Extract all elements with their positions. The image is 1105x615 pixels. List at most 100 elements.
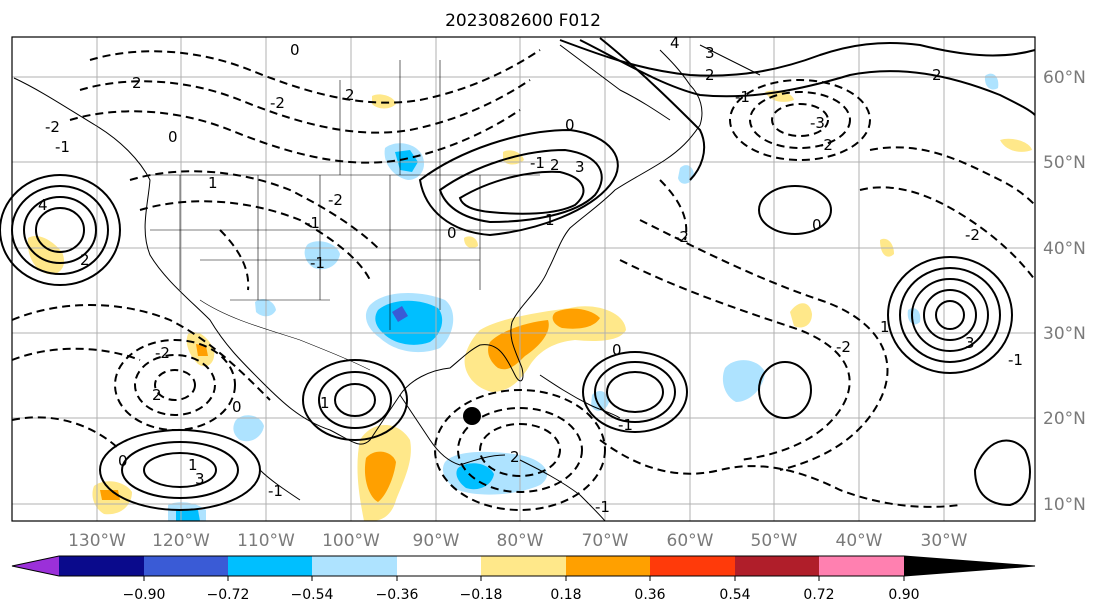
contour-label: 3 xyxy=(705,44,715,62)
contour-label: 2 xyxy=(80,251,90,269)
contour-label: -2 xyxy=(674,228,689,246)
colorbar-tick-label: 0.90 xyxy=(888,587,919,603)
pacific-islands xyxy=(259,469,301,501)
colorbar-extend-low xyxy=(12,556,59,576)
map-title: 2023082600 F012 xyxy=(445,11,601,31)
colorbar-tick-label: −0.36 xyxy=(376,587,419,603)
contour-north-band-2 xyxy=(579,39,1036,116)
positive-anomaly-mexico xyxy=(364,451,396,502)
contour-ring-mexico-1 xyxy=(302,359,408,441)
contour-label: -2 xyxy=(965,226,980,244)
contour-label: -1 xyxy=(305,214,320,232)
contour-label: 1 xyxy=(880,318,890,336)
contour-ring-mexico-3 xyxy=(334,383,376,417)
contour-label: 0 xyxy=(168,128,178,146)
canada-province-lines xyxy=(339,60,441,175)
longitude-label: 30°W xyxy=(921,531,968,551)
contour-label: 2 xyxy=(152,386,162,404)
longitude-label: 130°W xyxy=(68,531,126,551)
colorbar-segment xyxy=(481,556,566,576)
contour-ring-atlantic-1 xyxy=(582,351,688,433)
negative-anomaly-caribbean xyxy=(456,463,494,490)
contour-dashed-caribbean-3 xyxy=(479,423,561,477)
map-frame xyxy=(11,36,1036,522)
positive-anomaly-east-coast-small xyxy=(464,236,478,248)
contour-ring-east-atlantic-4 xyxy=(923,289,977,341)
contour-label: -2 xyxy=(836,338,851,356)
colorbar-segment xyxy=(144,556,228,576)
contour-ring-west-coast-4 xyxy=(35,207,85,253)
contour-label: 0 xyxy=(118,452,128,470)
contour-label: -2 xyxy=(155,344,170,362)
contour-ring-west-coast-3 xyxy=(23,196,97,264)
colorbar-segment xyxy=(397,556,481,576)
contour-label: -2 xyxy=(45,118,60,136)
colorbar-segment xyxy=(59,556,144,576)
contour-dashed-baja-2 xyxy=(134,354,216,416)
colorbar-tick-label: 0.36 xyxy=(634,587,665,603)
contour-jet-north-2 xyxy=(438,148,603,224)
contour-dashed-plains-2 xyxy=(139,200,371,281)
colorbar-outline xyxy=(11,555,1036,577)
longitude-label: 50°W xyxy=(751,531,798,551)
contour-label: 3 xyxy=(965,334,975,352)
longitude-label: 120°W xyxy=(152,531,210,551)
contour-dashed-newfoundland xyxy=(659,179,688,241)
contour-ring-atlantic-3 xyxy=(606,371,664,413)
colorbar-segment xyxy=(312,556,397,576)
contour-label: 2 xyxy=(932,66,942,84)
contour-dashed-baja-1 xyxy=(114,339,236,431)
positive-anomaly-far-east-small xyxy=(1000,138,1032,152)
contour-dashed-rockies xyxy=(219,229,250,291)
longitude-label: 60°W xyxy=(667,531,714,551)
colorbar-segment xyxy=(819,556,904,576)
contour-label: 3 xyxy=(195,470,205,488)
contour-label: 2 xyxy=(510,448,520,466)
positive-anomaly-florida-light xyxy=(464,306,626,392)
latitude-label: 10°N xyxy=(1043,495,1086,515)
contour-label: 2 xyxy=(705,66,715,84)
negative-anomaly-gulf xyxy=(375,300,443,345)
contour-label: 4 xyxy=(670,34,680,52)
contour-ring-east-atlantic-5 xyxy=(935,300,965,330)
storm-center-marker xyxy=(463,407,481,425)
contour-dashed-north-2 xyxy=(79,79,531,134)
map-panel: 0 -2 2 4 -1 -2 2 -2 0 1 -1 2 -1 0 1 0 -1… xyxy=(0,34,1036,522)
contour-label: -3 xyxy=(810,114,825,132)
colorbar-tick-label: 0.18 xyxy=(550,587,581,603)
contour-dashed-caribbean-1 xyxy=(434,389,606,511)
map-background xyxy=(12,37,1035,521)
labrador-coastline xyxy=(559,44,671,121)
contour-label: 0 xyxy=(290,41,300,59)
contour-label: 1 xyxy=(545,211,555,229)
longitude-labels: 130°W 120°W 110°W 100°W 90°W 80°W 70°W 6… xyxy=(68,531,968,551)
negative-anomaly-north xyxy=(395,150,418,172)
contour-dashed-labrador-3 xyxy=(771,103,829,137)
negative-anomaly-east xyxy=(907,308,921,325)
colorbar-tick-label: −0.54 xyxy=(291,587,334,603)
contour-label: 1 xyxy=(188,456,198,474)
positive-anomaly-west-coast xyxy=(27,235,65,275)
contour-label: -2 xyxy=(270,94,285,112)
latitude-labels: 60°N 50°N 40°N 30°N 20°N 10°N xyxy=(1043,68,1086,515)
longitude-label: 80°W xyxy=(497,531,544,551)
contour-label: -1 xyxy=(55,138,70,156)
contour-label: -2 xyxy=(328,191,343,209)
contour-label: 2 xyxy=(345,86,355,104)
contour-label: -1 xyxy=(1008,351,1023,369)
contour-dashed-labrador-2 xyxy=(749,91,851,149)
negative-anomaly-pacific xyxy=(233,415,264,442)
contour-label: -1 xyxy=(595,498,610,516)
colorbar-tick-label: −0.18 xyxy=(460,587,503,603)
colorbar-tick-label: −0.90 xyxy=(123,587,166,603)
contour-ring-mid-atlantic xyxy=(758,185,832,235)
contour-label: -1 xyxy=(530,154,545,172)
contour-label: 3 xyxy=(575,158,585,176)
colorbar-segment xyxy=(228,556,312,576)
contour-ring-west-coast-1 xyxy=(0,174,121,286)
contour-label: 0 xyxy=(812,216,822,234)
contour-dashed-atlantic-2 xyxy=(619,259,851,461)
negative-anomaly-northeast xyxy=(984,73,999,90)
contour-ring-mexico-2 xyxy=(318,371,392,429)
positive-anomaly-florida xyxy=(488,320,549,370)
